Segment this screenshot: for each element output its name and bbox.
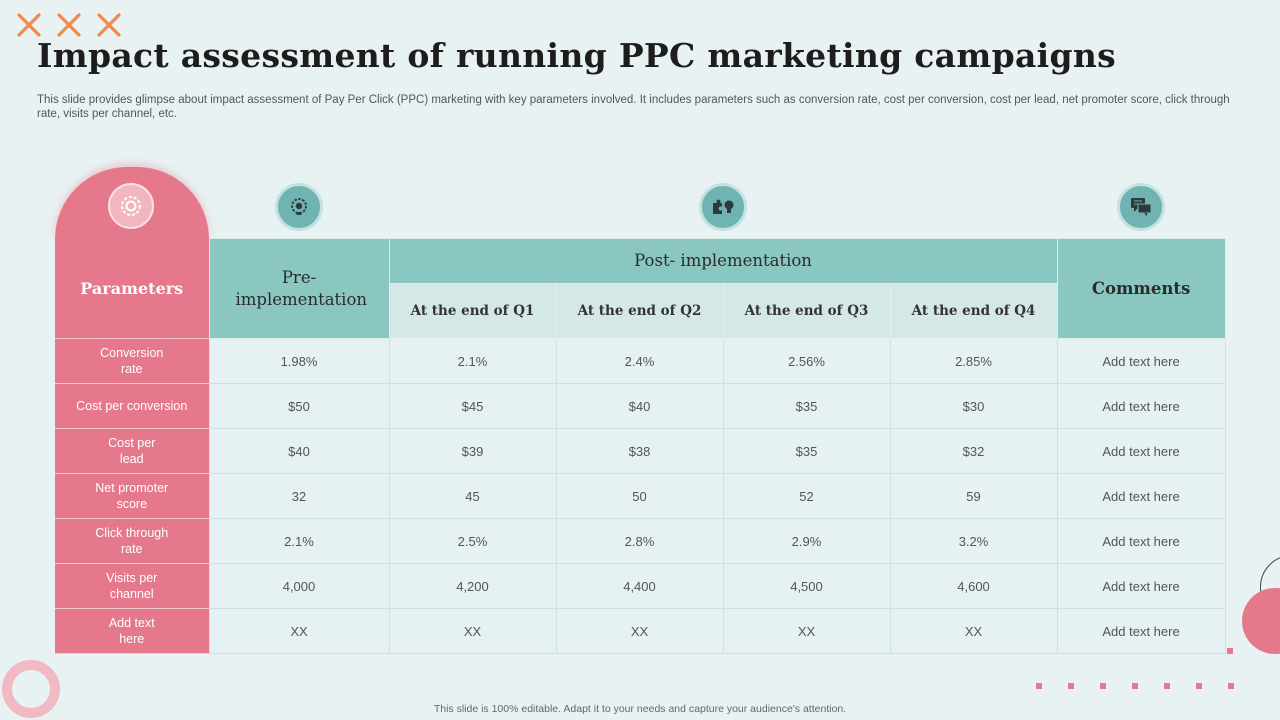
cell-pre: $40 [208, 428, 390, 474]
cell-comment: Add text here [1056, 518, 1226, 564]
cell-q4: XX [889, 608, 1058, 654]
cell-comment: Add text here [1056, 338, 1226, 384]
chat-bubbles-icon [1117, 183, 1165, 231]
cell-comment: Add text here [1056, 383, 1226, 429]
decorative-x-marks [16, 12, 122, 38]
cell-q4: $30 [889, 383, 1058, 429]
page-subtitle: This slide provides glimpse about impact… [37, 94, 1230, 120]
close-x-icon [57, 13, 81, 37]
cell-comment: Add text here [1056, 563, 1226, 609]
table-row: Visits per channel 4,000 4,200 4,400 4,5… [55, 563, 1226, 609]
close-x-icon [97, 13, 121, 37]
table-row: Net promoter score 32 45 50 52 59 Add te… [55, 473, 1226, 519]
cell-q2: $40 [555, 383, 724, 429]
row-label: Cost per conversion [55, 383, 209, 429]
cell-q4: 3.2% [889, 518, 1058, 564]
cell-q1: $39 [388, 428, 557, 474]
cell-q3: 2.9% [722, 518, 891, 564]
cell-pre: 2.1% [208, 518, 390, 564]
puzzle-lightbulb-icon [699, 183, 747, 231]
decorative-dots [1036, 683, 1234, 689]
row-label: Visits per channel [55, 563, 209, 609]
decorative-dot [1227, 648, 1233, 654]
header-pre-implementation: Pre- implementation [208, 238, 390, 339]
cell-q4: 59 [889, 473, 1058, 519]
table-row: Conversion rate 1.98% 2.1% 2.4% 2.56% 2.… [55, 338, 1226, 384]
table-row: Click through rate 2.1% 2.5% 2.8% 2.9% 3… [55, 518, 1226, 564]
gear-icon [108, 183, 154, 229]
cell-pre: 1.98% [208, 338, 390, 384]
cell-comment: Add text here [1056, 608, 1226, 654]
cell-q4: $32 [889, 428, 1058, 474]
header-comments: Comments [1056, 238, 1226, 339]
cell-q2: $38 [555, 428, 724, 474]
cell-q3: 52 [722, 473, 891, 519]
header-parameters: Parameters [55, 238, 209, 339]
table-row: Cost per conversion $50 $45 $40 $35 $30 … [55, 383, 1226, 429]
cell-q3: XX [722, 608, 891, 654]
row-label: Add text here [55, 608, 209, 654]
row-label: Cost per lead [55, 428, 209, 474]
cell-q1: $45 [388, 383, 557, 429]
cell-q4: 4,600 [889, 563, 1058, 609]
cell-q2: 50 [555, 473, 724, 519]
cell-q3: $35 [722, 383, 891, 429]
header-q1: At the end of Q1 [388, 283, 557, 339]
cell-pre: $50 [208, 383, 390, 429]
header-q4: At the end of Q4 [889, 283, 1058, 339]
cell-q1: 45 [388, 473, 557, 519]
cell-pre: 4,000 [208, 563, 390, 609]
table-row: Cost per lead $40 $39 $38 $35 $32 Add te… [55, 428, 1226, 474]
cell-q2: 2.4% [555, 338, 724, 384]
cell-q2: XX [555, 608, 724, 654]
cell-q2: 4,400 [555, 563, 724, 609]
footer-note: This slide is 100% editable. Adapt it to… [433, 703, 847, 715]
lightbulb-gear-icon [275, 183, 323, 231]
cell-comment: Add text here [1056, 428, 1226, 474]
decorative-ring [2, 660, 60, 718]
cell-pre: 32 [208, 473, 390, 519]
cell-q3: 4,500 [722, 563, 891, 609]
row-label: Conversion rate [55, 338, 209, 384]
ppc-impact-table: Parameters Pre- implementation Post- imp… [55, 238, 1226, 654]
cell-q3: $35 [722, 428, 891, 474]
header-q3: At the end of Q3 [722, 283, 891, 339]
cell-q3: 2.56% [722, 338, 891, 384]
cell-comment: Add text here [1056, 473, 1226, 519]
close-x-icon [17, 13, 41, 37]
decorative-circle [1242, 588, 1280, 654]
table-row: Add text here XX XX XX XX XX Add text he… [55, 608, 1226, 654]
parameters-header-arch [55, 167, 209, 239]
header-post-implementation: Post- implementation [388, 238, 1058, 284]
cell-q1: 2.1% [388, 338, 557, 384]
header-q2: At the end of Q2 [555, 283, 724, 339]
row-label: Net promoter score [55, 473, 209, 519]
cell-q1: XX [388, 608, 557, 654]
cell-q4: 2.85% [889, 338, 1058, 384]
cell-pre: XX [208, 608, 390, 654]
cell-q2: 2.8% [555, 518, 724, 564]
page-title: Impact assessment of running PPC marketi… [37, 36, 1117, 75]
cell-q1: 2.5% [388, 518, 557, 564]
cell-q1: 4,200 [388, 563, 557, 609]
row-label: Click through rate [55, 518, 209, 564]
